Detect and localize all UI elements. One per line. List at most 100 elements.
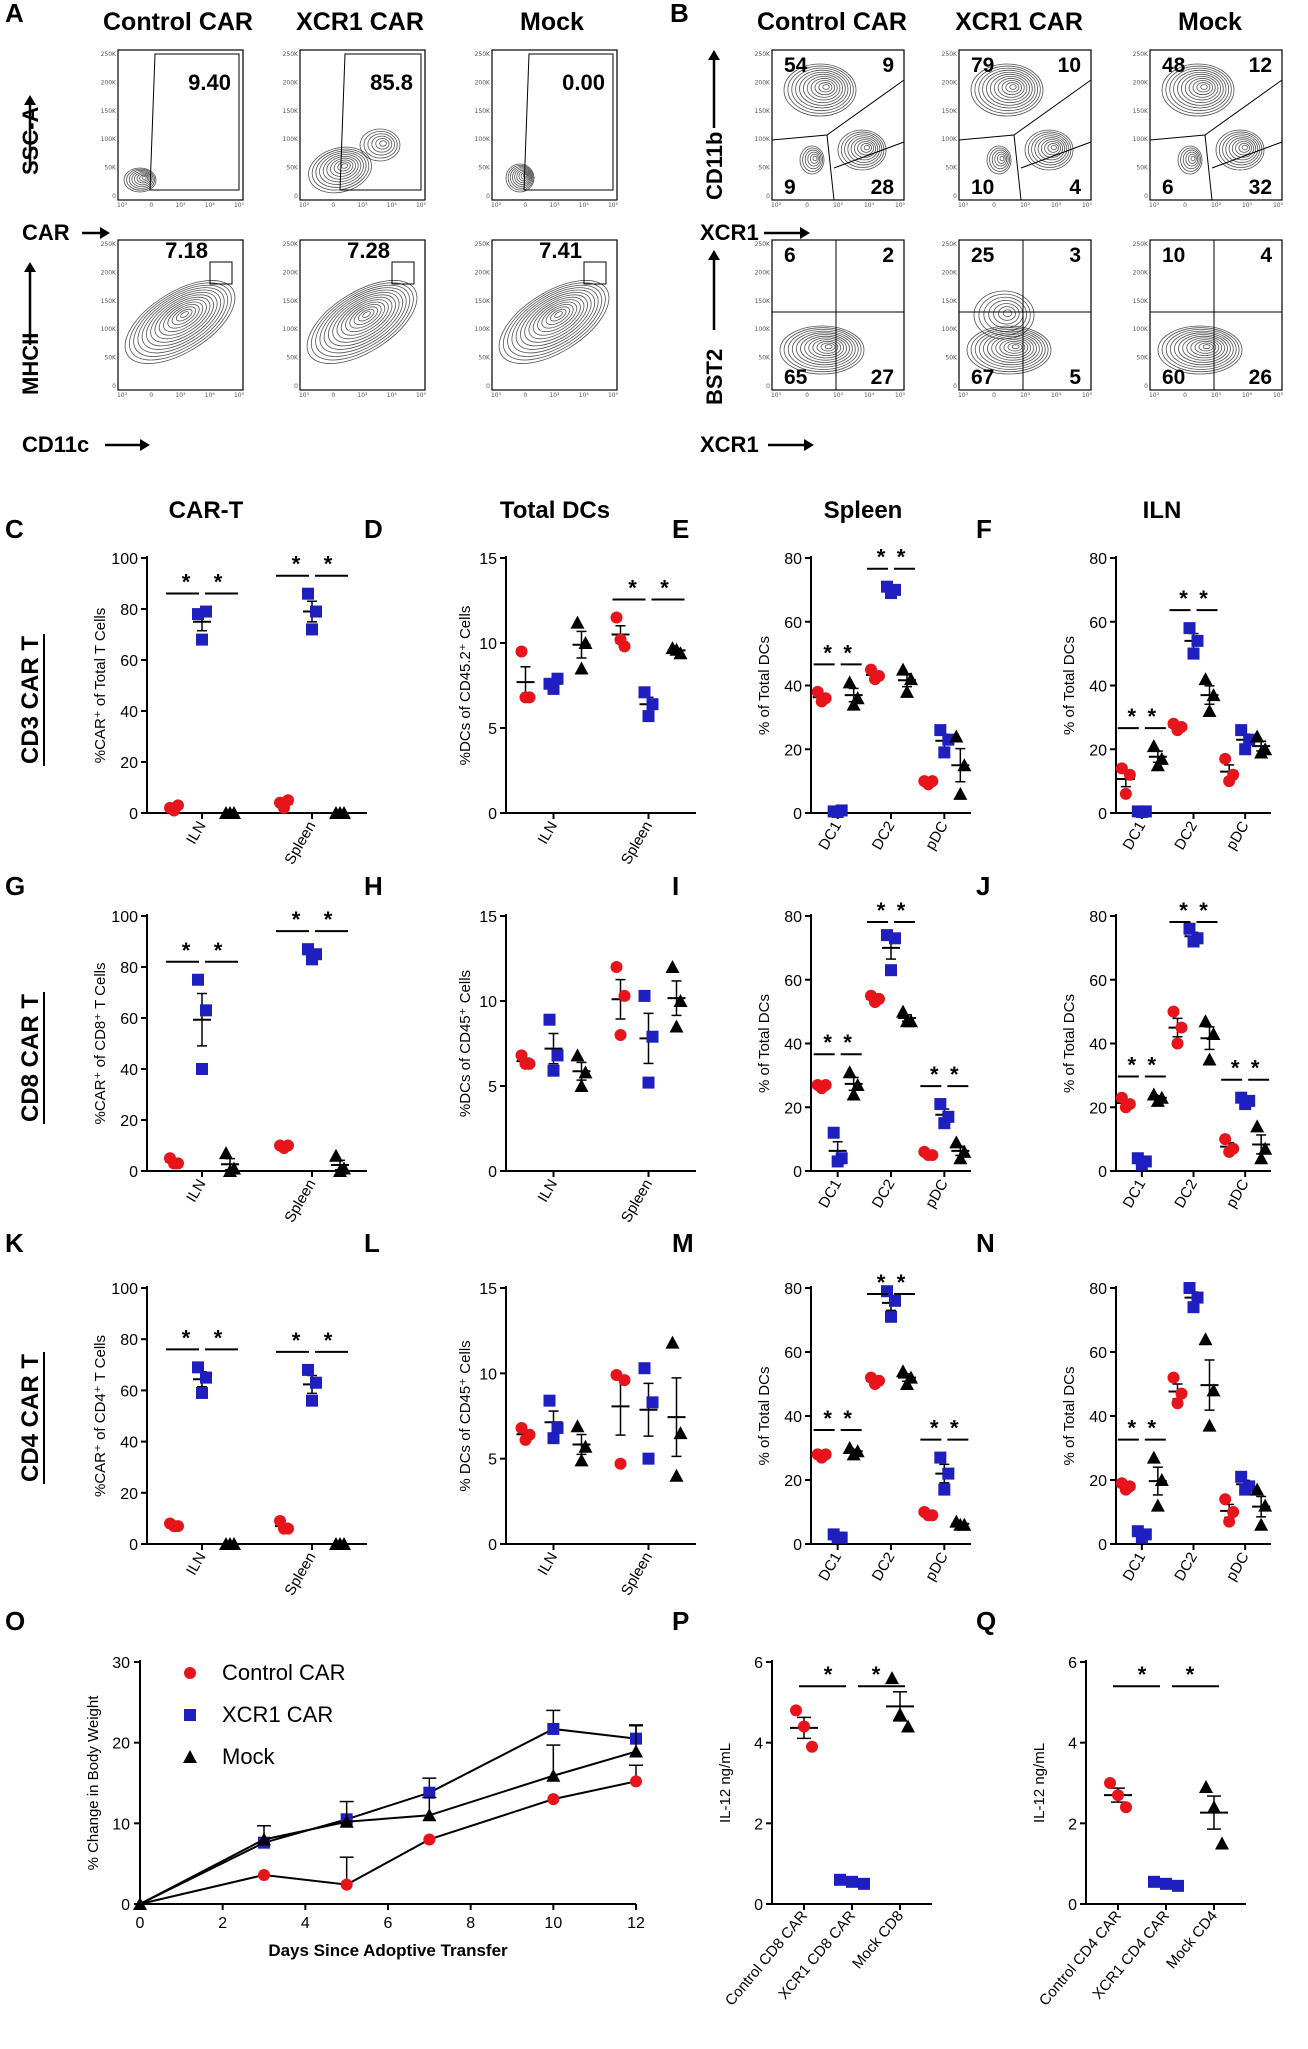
flow-a-top-1-xtick: 10⁴ [387,202,398,209]
chart-n-point-control-car [1227,1506,1240,1518]
flow-a-bottom-1-xtick: 10⁵ [416,392,427,399]
flow-a-top-pop [123,167,157,193]
flow-b-top-pop3-contour [986,145,1012,175]
chart-g-point-xcr1-car [192,973,204,986]
flow-a-top-0-ytick: 200K [101,79,117,86]
chart-h: 0 5 10 15 %DCs of CD45⁺ Cells ILN Spleen [457,909,696,1225]
flow-b-top-pop2-contour [860,143,872,153]
flow-a-bottom-gate-1 [391,261,415,285]
chart-h-point-control-car [614,1029,627,1041]
chart-q-ytick-label: 6 [1068,1655,1077,1672]
chart-o-point-mock [546,1768,561,1782]
row-label-cd4: CD4 CAR T [17,1352,45,1484]
flow-a-top-2-ytick: 200K [475,79,491,86]
row-label-text-cd3: CD3 CAR T [17,636,44,764]
chart-d-point-mock [578,636,593,649]
chart-e-point-mock [842,675,857,689]
flow-b-top-pop-contour [1196,82,1211,93]
chart-o-line-xcr1-car [139,1727,637,1905]
chart-m-ytick-label: 20 [784,1473,802,1490]
flow-a-bottom-0-xtick: 10³ [175,392,186,399]
chart-j-category: DC2 [1171,1177,1201,1211]
chart-h-point-mock [574,1079,589,1092]
flow-b-top-0-frame [771,49,905,201]
flow-a-top-0-xtick: 10⁵ [234,202,245,209]
chart-o-point-mock [133,1897,147,1910]
flow-b-bottom-pop-contour [1190,339,1220,357]
flow-a-bottom-pop-contour [332,294,396,343]
chart-e-ytick-label: 80 [784,551,802,568]
chart-h-ytick-label: 5 [488,1079,497,1096]
flow-b-top-pop2 [837,129,887,171]
chart-n-point-mock [1146,1450,1161,1464]
flow-b-bottom-pop-contour [779,325,865,375]
flow-a-top-pop [308,146,372,194]
chart-j-point-mock [1258,1141,1273,1155]
flow-b-top-gate-line [833,141,905,169]
chart-h-point-control-car [618,989,631,1002]
chart-l-point-control-car [519,1433,532,1446]
flow-a-bottom-pop-contour [158,299,207,336]
flow-b-top-0-xtick: 0 [805,202,809,209]
flow-a-top-pop2-contour [367,133,395,156]
chart-k-point-control-car [168,1520,180,1533]
chart-m-category-label: pDC [922,1549,952,1584]
chart-d-ylabel-text: %DCs of CD45.2⁺ Cells [457,606,474,766]
chart-f-point-xcr1-car [1183,622,1196,635]
flow-b-top-pop-contour [783,63,857,117]
chart-j-point-mock [1254,1151,1269,1165]
flow-b-bottom-pop-contour [1194,340,1217,354]
chart-j-point-control-car [1219,1133,1232,1146]
flow-a-bottom-pop-contour [507,284,603,357]
flow-b-top-2-xtick: 10³ [1149,202,1160,209]
flow-b-bottom-0-xtick: 10⁵ [895,392,906,399]
flow-a-top-pop-contour [509,166,533,189]
chart-o-ylabel-text: % Change in Body Weight [85,1695,102,1871]
flow-b-top-0-xtick: 10³ [833,202,844,209]
flow-b-bottom-2-ytick: 0 [1144,383,1148,390]
flow-a-bottom-2-ytick: 200K [475,269,491,276]
flow-b-bottom-2-ytick: 200K [1133,269,1149,276]
chart-f-ylabel: % of Total DCs [1061,636,1078,735]
chart-g-point-control-car [278,1142,290,1155]
chart-n-category-label: DC1 [1120,1550,1150,1584]
flow-b-top-pop2-contour [1047,143,1059,153]
chart-n-point-xcr1-car [1187,1301,1200,1314]
flow-b-top-gate-line [1013,134,1022,201]
chart-f-ytick-label: 20 [1089,742,1107,759]
chart-o-point-mock [629,1744,643,1758]
chart-i-sig-star: * [930,1062,939,1087]
flow-a-top-pop2-contour [359,128,401,162]
flow-b-top-pop3-contour [1180,147,1201,172]
chart-g-ytick-label: 100 [111,909,138,926]
legend-label-mock: Mock [222,1744,276,1769]
chart-n: 0 20 40 60 80 % of Total DCs DC1 DC2 pDC * * [1061,1281,1273,1584]
chart-p-point-xcr1-car [834,1873,846,1886]
chart-d-point-mock [570,615,585,629]
flow-a-bottom-2-ytick: 150K [475,298,491,305]
flow-b-bottom-2-xtick: 0 [1183,392,1187,399]
flow-b-top-pop2-contour [1040,139,1064,158]
chart-c-sig-star: * [182,570,191,595]
chart-j-point-control-car [1119,1101,1132,1114]
flow-b-top-pop2-contour [1235,141,1252,156]
panel-label-d: D [364,514,383,544]
chart-o-xtick-label: 0 [136,1915,145,1932]
flow-b-top-q-tl-0: 54 [784,54,808,77]
chart-h-point-mock [669,1019,684,1033]
legend-marker-mock [183,1750,197,1763]
chart-k-category: ILN [183,1550,209,1579]
flow-a-top-pop2-contour [363,130,398,159]
flow-b-top-1-ytick: 250K [942,51,958,58]
flow-a-top-1-xtick: 10³ [357,202,368,209]
flow-b-bottom-pop-contour [1178,334,1228,363]
chart-k-point-xcr1-car [306,1394,318,1407]
chart-i-point-xcr1-car [938,1117,951,1130]
flow-a-bottom-pop-contour [146,292,218,347]
chart-f-point-control-car [1119,787,1132,800]
chart-n-ytick-label: 20 [1089,1473,1107,1490]
chart-l-point-control-car [515,1421,528,1434]
chart-i-point-xcr1-car [831,1155,844,1168]
flow-a-top-pop-contour [322,154,362,183]
